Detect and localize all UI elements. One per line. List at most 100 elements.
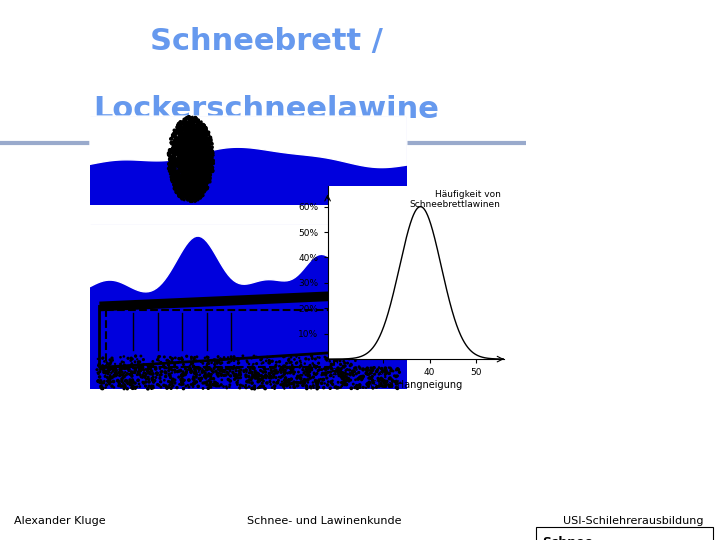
Point [178,181,189,190]
Point [381,377,392,386]
Point [221,384,233,393]
Point [354,374,365,382]
Point [196,154,207,163]
Point [197,158,208,167]
Point [106,368,117,377]
Point [168,162,180,171]
Point [214,358,225,367]
Point [118,384,130,393]
Point [181,147,192,156]
Point [259,384,271,393]
Point [187,148,199,157]
Point [346,361,357,369]
Point [247,364,258,373]
Point [189,197,201,206]
Point [184,122,196,131]
Point [184,191,195,200]
Point [161,363,172,372]
Point [209,380,220,388]
Point [174,367,186,376]
Point [204,157,216,165]
Point [206,163,217,172]
Point [273,376,284,384]
Point [172,156,184,165]
Point [174,167,185,176]
Point [356,373,367,381]
Point [181,117,192,126]
Point [184,169,196,178]
Point [275,366,287,374]
Point [363,374,374,382]
Point [357,383,369,391]
Point [189,173,200,181]
Point [366,367,377,375]
Point [179,145,190,153]
Point [303,364,315,373]
Point [179,175,191,184]
Point [205,383,217,391]
Point [197,172,208,181]
Point [279,368,290,376]
Point [181,148,192,157]
Point [200,140,212,149]
Point [176,376,187,384]
Point [175,143,186,151]
Point [179,137,190,145]
Point [190,183,202,191]
Point [117,368,128,376]
Point [195,146,207,154]
Point [191,141,202,150]
Point [176,378,187,387]
Point [193,136,204,145]
Point [329,383,341,391]
Point [175,175,186,184]
Point [204,380,216,388]
Point [180,160,192,169]
Point [190,172,202,181]
Point [201,172,212,180]
Point [168,145,180,153]
Point [192,141,203,150]
Point [184,184,195,193]
Point [284,380,295,389]
Point [191,377,202,386]
Point [308,370,320,379]
Point [181,119,192,127]
Point [185,368,197,376]
Point [203,164,215,173]
Point [197,188,209,197]
Point [194,376,206,385]
Point [266,357,278,366]
Point [169,145,181,153]
Point [270,368,282,377]
Point [202,372,214,380]
Point [212,359,223,367]
Point [189,131,200,140]
Point [192,170,204,178]
Point [183,130,194,138]
Point [200,170,212,178]
Point [185,135,197,144]
Point [212,369,223,377]
Point [199,129,210,138]
Point [92,361,104,370]
Point [196,139,207,148]
Point [174,153,186,162]
Point [175,145,186,153]
Point [183,161,194,170]
Point [161,384,173,393]
Point [143,375,155,384]
Point [186,123,197,131]
Point [283,356,294,364]
Point [199,158,211,166]
Point [181,140,193,149]
Point [186,190,198,198]
Point [194,121,205,130]
Point [127,382,138,390]
Point [167,382,179,390]
Point [194,147,206,156]
Point [101,358,112,367]
Point [176,118,187,126]
Point [180,115,192,124]
Point [133,380,145,388]
